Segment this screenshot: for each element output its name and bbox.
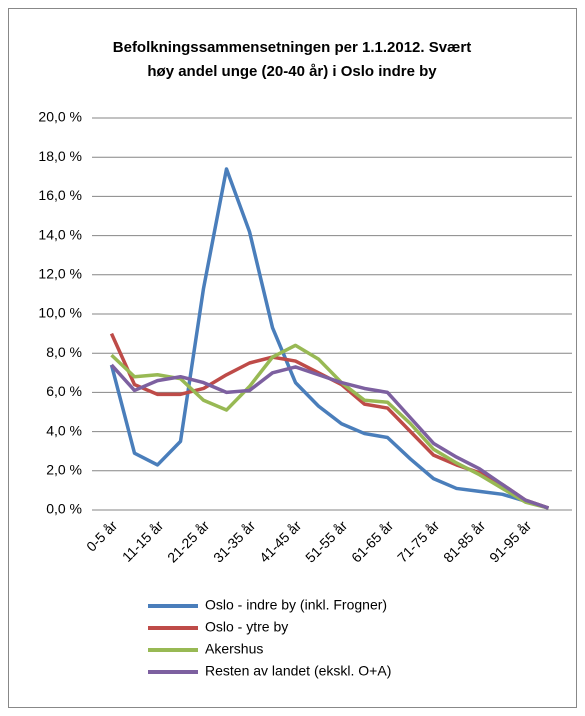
y-tick-label: 18,0 % <box>38 148 82 164</box>
y-tick-label: 8,0 % <box>46 344 82 360</box>
y-tick-label: 4,0 % <box>46 422 82 438</box>
y-tick-label: 6,0 % <box>46 383 82 399</box>
y-tick-label: 0,0 % <box>46 501 82 517</box>
series-line <box>109 167 550 510</box>
legend-label: Oslo - indre by (inkl. Frogner) <box>205 597 387 613</box>
series-line <box>110 363 550 510</box>
legend-label: Akershus <box>205 641 263 657</box>
y-tick-label: 10,0 % <box>38 305 82 321</box>
chart-border <box>8 8 577 708</box>
y-tick-label: 2,0 % <box>46 462 82 478</box>
y-tick-label: 16,0 % <box>38 187 82 203</box>
legend-label: Resten av landet (ekskl. O+A) <box>205 663 391 679</box>
legend-label: Oslo - ytre by <box>205 619 288 635</box>
y-tick-label: 12,0 % <box>38 266 82 282</box>
chart-title: høy andel unge (20-40 år) i Oslo indre b… <box>147 63 437 80</box>
y-tick-label: 20,0 % <box>38 109 82 125</box>
chart-title: Befolkningssammensetningen per 1.1.2012.… <box>113 39 471 56</box>
series-line <box>110 343 549 510</box>
y-tick-label: 14,0 % <box>38 226 82 242</box>
